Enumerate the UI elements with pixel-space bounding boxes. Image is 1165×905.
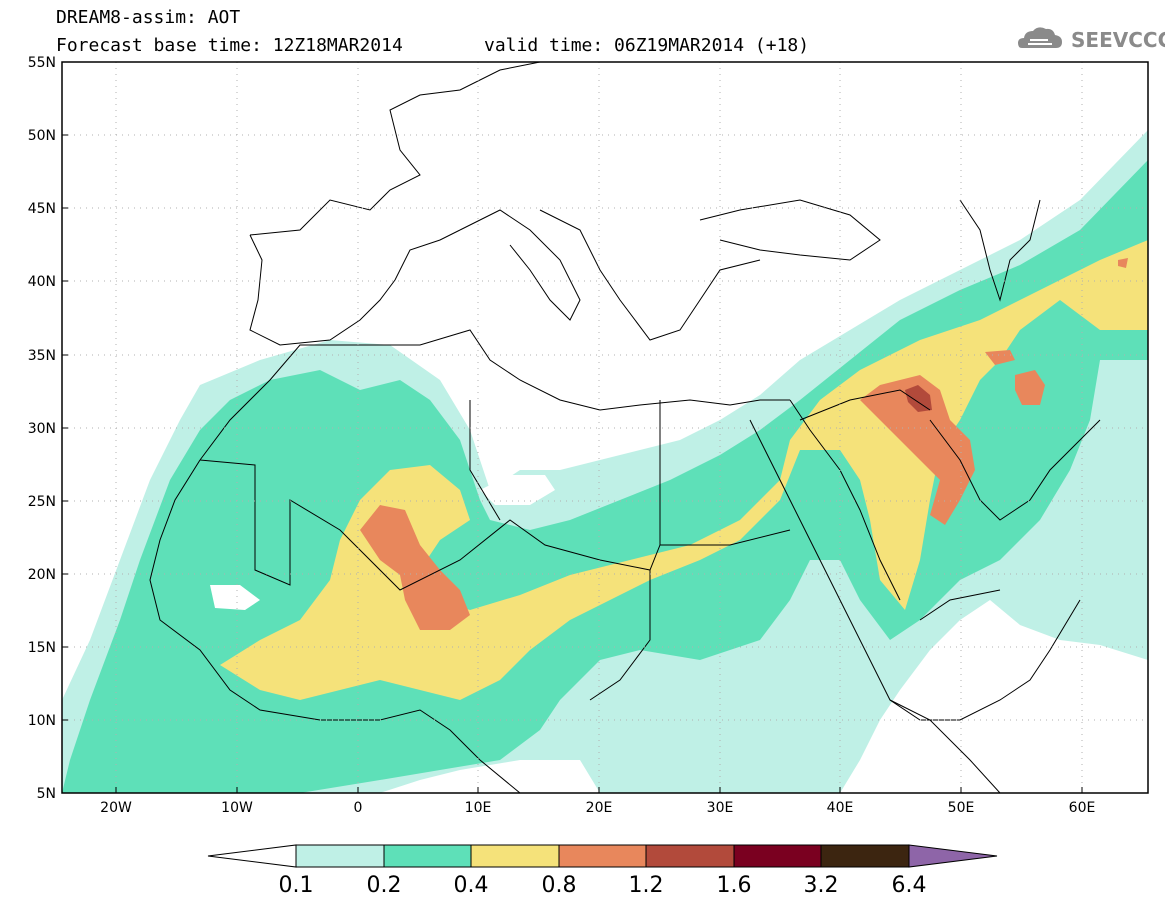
lat-label: 35N: [28, 348, 56, 364]
aot-band-0.8: [1118, 258, 1128, 268]
lon-label: 10W: [221, 800, 253, 816]
aot-band-0.8: [360, 505, 470, 630]
cloud-logo-icon: [1018, 27, 1062, 48]
lon-label: 60E: [1069, 800, 1096, 816]
aot-band-0.8: [985, 350, 1015, 365]
lon-label: 40E: [827, 800, 854, 816]
lat-label: 45N: [28, 201, 56, 217]
coastline-caspian: [959, 199, 1041, 302]
coastline-europe: [249, 62, 541, 236]
latitude-labels: 55N 50N 45N 40N 35N 30N 25N 20N 15N 10N …: [28, 55, 56, 802]
lon-label: 50E: [948, 800, 975, 816]
colorbar-label: 0.8: [542, 873, 577, 898]
coastline-iberia: [249, 229, 461, 346]
axis-ticks: [62, 61, 1083, 794]
border-line: [799, 389, 931, 421]
lat-label: 15N: [28, 640, 56, 656]
lon-label: 20W: [100, 800, 132, 816]
border-line: [199, 459, 791, 591]
colorbar-label: 0.4: [454, 873, 489, 898]
aot-band-0.8: [860, 375, 975, 525]
lon-label: 30E: [707, 800, 734, 816]
lat-label: 20N: [28, 567, 56, 583]
colorbar-segment: [733, 844, 822, 868]
lat-label: 55N: [28, 55, 56, 71]
lat-label: 5N: [37, 786, 56, 802]
border-line: [589, 570, 651, 701]
colorbar: 0.1 0.2 0.4 0.8 1.2 1.6 3.2 6.4: [207, 844, 998, 898]
aot-band-0.8: [1015, 370, 1045, 405]
coastline-gulf: [929, 419, 1101, 521]
coastlines: [149, 62, 1101, 793]
colorbar-label: 6.4: [892, 873, 927, 898]
colorbar-segment: [558, 844, 647, 868]
colorbar-segment: [820, 844, 910, 868]
forecast-base-time: Forecast base time: 12Z18MAR2014: [56, 35, 403, 56]
lon-label: 20E: [586, 800, 613, 816]
border-line: [469, 400, 501, 521]
map-title: DREAM8-assim: AOT: [56, 7, 241, 28]
border-line: [919, 589, 1001, 621]
coastline-west-africa: [149, 459, 521, 793]
graticule: [62, 62, 1148, 793]
lat-label: 30N: [28, 421, 56, 437]
aot-field: [62, 130, 1148, 793]
colorbar-label: 3.2: [804, 873, 839, 898]
valid-time: valid time: 06Z19MAR2014 (+18): [484, 35, 810, 56]
colorbar-label: 0.1: [279, 873, 314, 898]
lat-label: 50N: [28, 128, 56, 144]
coastline-italy: [459, 209, 581, 321]
lat-label: 25N: [28, 494, 56, 510]
colorbar-label: 1.2: [629, 873, 664, 898]
colorbar-segment: [383, 844, 472, 868]
coastline-red-sea: [749, 419, 1081, 721]
colorbar-low-arrow: [207, 844, 297, 868]
coastline-arabia: [789, 399, 901, 601]
aot-clear-area: [480, 475, 555, 505]
colorbar-label: 1.6: [717, 873, 752, 898]
coastline-horn-africa: [889, 699, 1001, 793]
longitude-labels: 20W 10W 0 10E 20E 30E 40E 50E 60E: [100, 800, 1095, 816]
coastline-balkans: [539, 209, 761, 341]
coastline-blacksea: [699, 199, 881, 261]
lat-label: 10N: [28, 713, 56, 729]
colorbar-segment: [295, 844, 385, 868]
coastline-north-africa: [199, 329, 790, 461]
colorbar-high-arrow: [908, 844, 998, 868]
logo-text: SEEVCCC: [1071, 28, 1165, 52]
colorbar-segment: [645, 844, 735, 868]
aot-band-0.4: [220, 240, 1148, 700]
aot-clear-area: [210, 585, 260, 610]
aot-band-1.2: [905, 385, 932, 412]
colorbar-label: 0.2: [367, 873, 402, 898]
lon-label: 0: [354, 800, 363, 816]
lon-label: 10E: [465, 800, 492, 816]
lat-label: 40N: [28, 274, 56, 290]
colorbar-segment: [470, 844, 560, 868]
